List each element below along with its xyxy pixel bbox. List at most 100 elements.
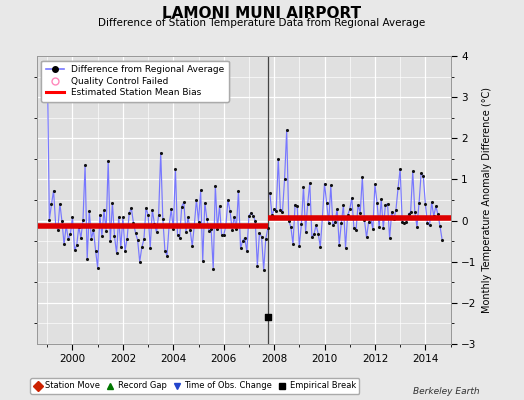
Point	[115, 214, 123, 220]
Point	[368, 226, 377, 232]
Point	[335, 241, 343, 248]
Point	[93, 265, 102, 271]
Point	[301, 228, 310, 235]
Point	[423, 220, 432, 227]
Point	[213, 226, 222, 232]
Point	[152, 229, 161, 236]
Point	[373, 200, 381, 206]
Point	[417, 170, 425, 176]
Point	[163, 252, 171, 259]
Point	[178, 203, 186, 210]
Point	[89, 227, 97, 233]
Point	[60, 241, 68, 248]
Point	[247, 210, 255, 216]
Point	[347, 195, 356, 201]
Point	[356, 210, 364, 216]
Point	[282, 127, 291, 133]
Point	[236, 245, 245, 252]
Point	[138, 244, 146, 250]
Point	[285, 218, 293, 224]
Point	[434, 211, 442, 218]
Point	[287, 224, 295, 230]
Point	[253, 263, 261, 269]
Point	[226, 208, 234, 214]
Point	[243, 248, 251, 255]
Point	[364, 219, 373, 225]
Point	[155, 212, 163, 218]
Point	[108, 200, 116, 206]
Point	[379, 225, 388, 231]
Point	[127, 205, 136, 211]
Point	[268, 212, 276, 218]
Point	[74, 224, 83, 230]
Point	[142, 205, 150, 211]
Point	[211, 182, 220, 189]
Point	[415, 200, 423, 206]
Point	[228, 226, 236, 233]
Point	[310, 231, 318, 237]
Point	[366, 215, 375, 221]
Point	[386, 235, 394, 241]
Point	[194, 218, 203, 225]
Point	[394, 185, 402, 192]
Point	[407, 209, 415, 215]
Point	[56, 200, 64, 207]
Point	[411, 209, 419, 216]
Point	[182, 229, 190, 235]
Point	[232, 226, 241, 232]
Point	[64, 236, 72, 242]
Point	[377, 196, 386, 202]
Point	[402, 219, 411, 226]
Point	[224, 197, 232, 203]
Point	[146, 244, 155, 251]
Point	[161, 248, 169, 254]
Point	[255, 230, 264, 236]
Point	[360, 217, 368, 223]
Point	[169, 226, 178, 232]
Point	[79, 217, 87, 224]
Point	[425, 222, 434, 228]
Point	[249, 212, 257, 219]
Point	[329, 222, 337, 228]
Point	[83, 256, 91, 262]
Point	[184, 214, 192, 220]
Point	[428, 199, 436, 205]
Point	[362, 234, 370, 240]
Point	[257, 234, 266, 240]
Point	[326, 182, 335, 189]
Point	[331, 219, 339, 226]
Point	[419, 172, 428, 179]
Point	[51, 222, 60, 228]
Point	[276, 207, 285, 213]
Point	[413, 223, 421, 230]
Text: LAMONI MUNI AIRPORT: LAMONI MUNI AIRPORT	[162, 6, 362, 21]
Point	[324, 220, 333, 226]
Point	[430, 213, 438, 220]
Point	[148, 207, 157, 213]
Point	[72, 242, 81, 249]
Point	[280, 176, 289, 182]
Point	[180, 199, 188, 206]
Point	[47, 201, 56, 208]
Point	[87, 236, 95, 242]
Point	[245, 213, 253, 219]
Point	[167, 206, 176, 212]
Text: Difference of Station Temperature Data from Regional Average: Difference of Station Temperature Data f…	[99, 18, 425, 28]
Point	[238, 238, 247, 244]
Point	[375, 224, 384, 230]
Point	[291, 202, 299, 208]
Point	[241, 235, 249, 241]
Point	[222, 223, 230, 229]
Point	[274, 156, 282, 162]
Point	[264, 225, 272, 231]
Point	[125, 210, 134, 217]
Point	[305, 180, 314, 186]
Point	[409, 168, 417, 174]
Point	[432, 203, 440, 209]
Point	[205, 228, 213, 234]
Point	[297, 221, 305, 228]
Point	[293, 203, 301, 210]
Point	[371, 181, 379, 188]
Point	[165, 222, 173, 229]
Point	[303, 200, 312, 207]
